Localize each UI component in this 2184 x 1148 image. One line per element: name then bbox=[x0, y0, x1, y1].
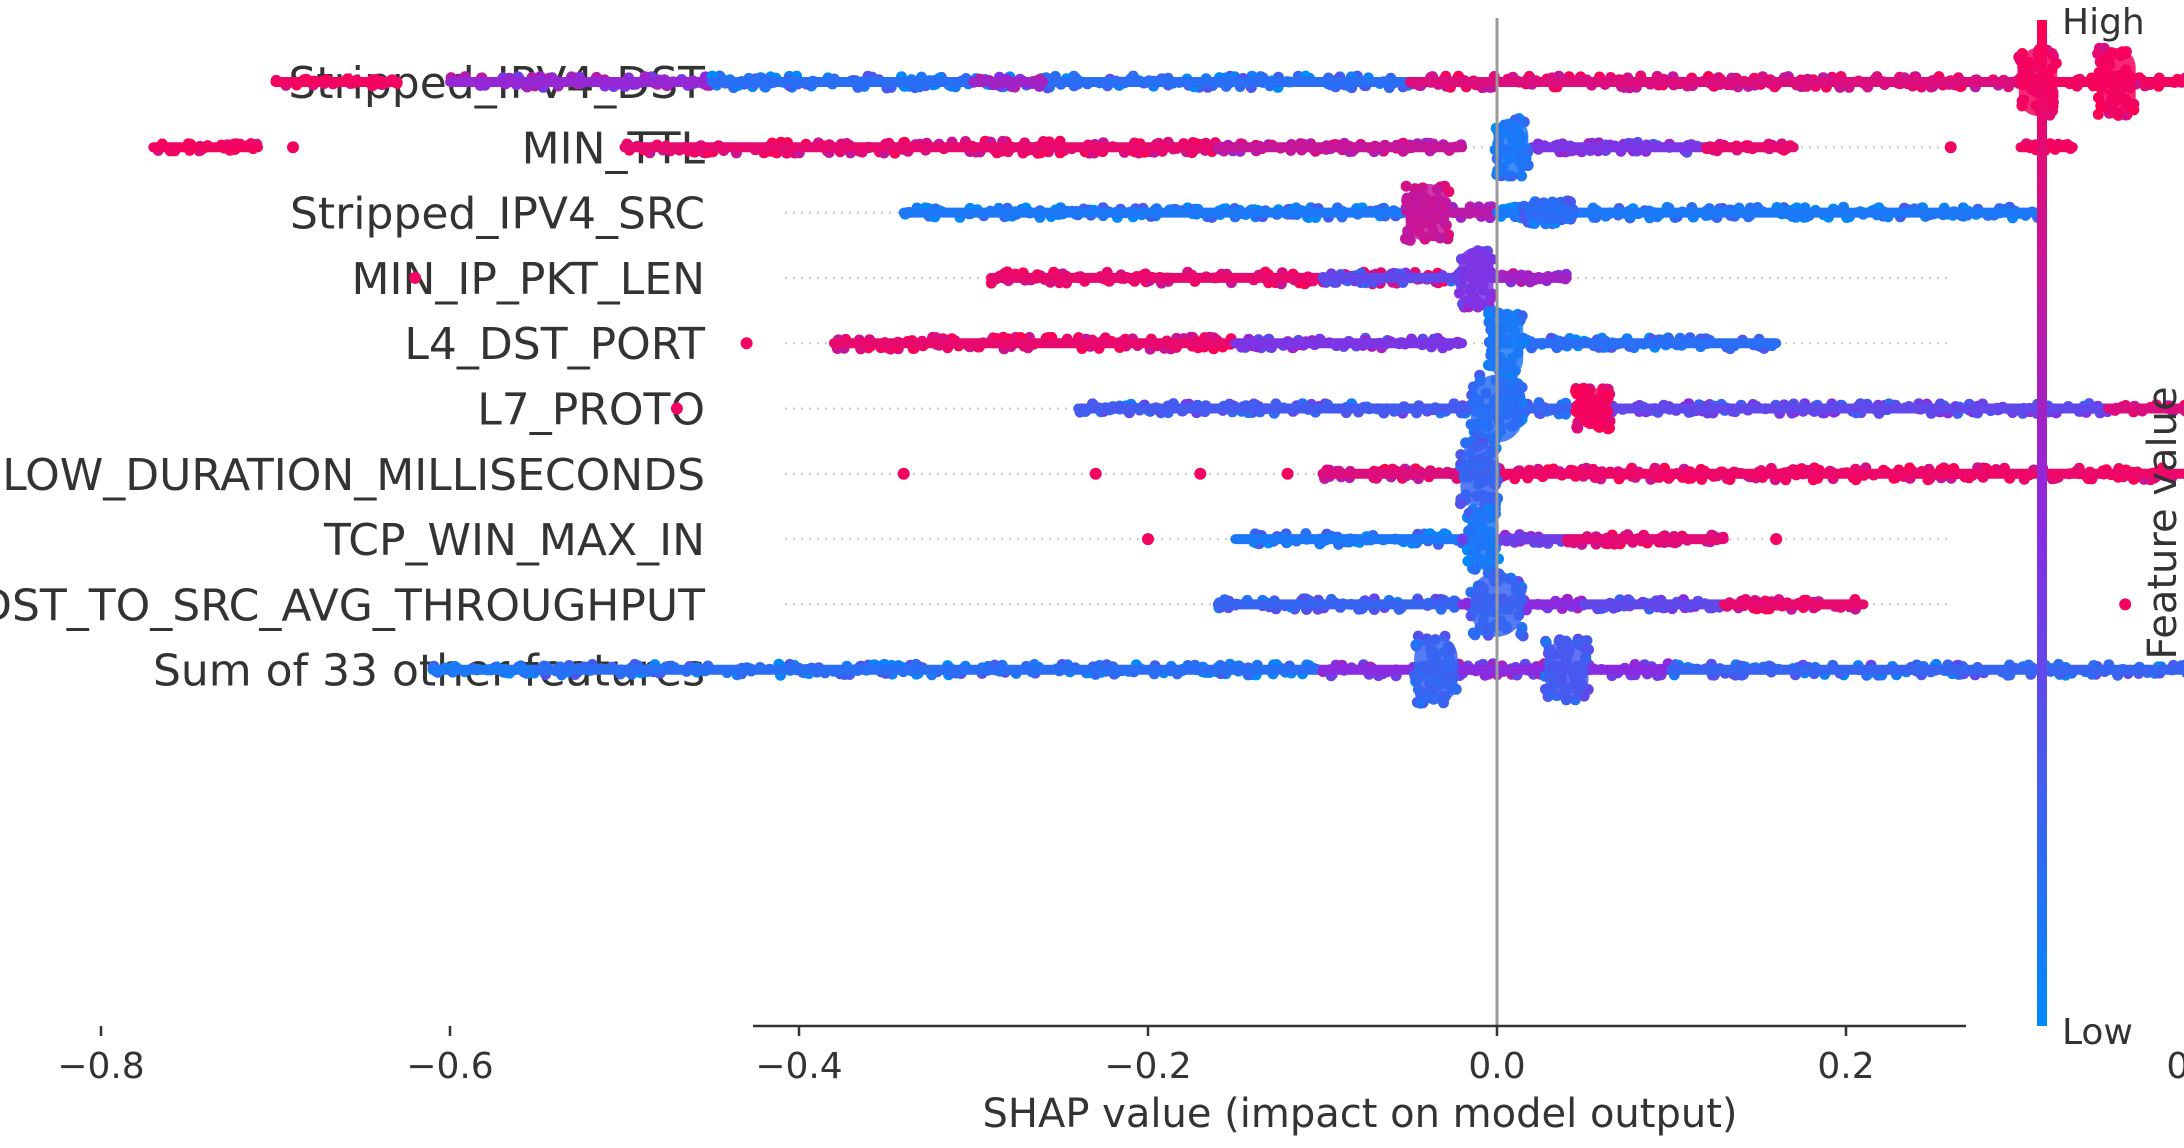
feature-label: L7_PROTO bbox=[477, 385, 705, 436]
feature-label: MIN_IP_PKT_LEN bbox=[352, 254, 705, 305]
shap-point-cluster bbox=[1467, 508, 1499, 570]
shap-point bbox=[1515, 628, 1527, 640]
shap-point-cluster bbox=[1493, 118, 1529, 177]
shap-point bbox=[1455, 498, 1466, 510]
feature-points bbox=[270, 42, 2184, 121]
x-tick-label: −0.2 bbox=[1104, 1046, 1191, 1087]
shap-point-outlier bbox=[287, 141, 299, 154]
shap-point-outlier bbox=[1944, 141, 1957, 154]
shap-point-cluster bbox=[1414, 635, 1458, 704]
feature-points bbox=[427, 630, 2184, 709]
colorbar: High Low Feature value bbox=[2037, 2, 2184, 1053]
feature-points bbox=[148, 113, 2078, 182]
shap-point bbox=[1400, 180, 1412, 192]
x-axis-title: SHAP value (impact on model output) bbox=[983, 1091, 1738, 1137]
x-tick-label: 0.4 bbox=[2166, 1046, 2184, 1087]
shap-point-cluster bbox=[1575, 388, 1611, 429]
feature-rows: Stripped_IPV4_DSTMIN_TTLStripped_IPV4_SR… bbox=[0, 58, 1950, 697]
shap-point-cluster bbox=[1488, 309, 1524, 378]
feature-points bbox=[1212, 567, 2132, 642]
shap-point-outlier bbox=[1194, 467, 1207, 480]
feature-label: Stripped_IPV4_SRC bbox=[290, 189, 705, 240]
shap-point-cluster bbox=[1545, 639, 1589, 701]
shap-point-outlier bbox=[740, 337, 753, 350]
shap-points bbox=[148, 42, 2184, 709]
x-tick-label: −0.8 bbox=[57, 1046, 144, 1087]
x-axis-ticks: −0.8 −0.6 −0.4 −0.2 0.0 0.2 0.4 bbox=[57, 1026, 2184, 1087]
shap-point-outlier bbox=[2119, 598, 2132, 611]
shap-point bbox=[1404, 234, 1416, 246]
x-tick-label: −0.4 bbox=[755, 1046, 842, 1087]
colorbar-high-label: High bbox=[2062, 2, 2145, 43]
shap-point-outlier bbox=[1089, 467, 1102, 480]
shap-point-outlier bbox=[409, 271, 422, 284]
feature-label: L4_DST_PORT bbox=[404, 319, 705, 370]
feature-points bbox=[897, 437, 2184, 511]
feature-points bbox=[409, 245, 1572, 313]
colorbar-gradient bbox=[2037, 20, 2047, 1026]
feature-points bbox=[1142, 503, 1783, 575]
shap-point-outlier bbox=[1770, 533, 1783, 546]
shap-point-cluster bbox=[1460, 441, 1499, 507]
shap-point bbox=[1443, 186, 1455, 198]
shap-point-cluster bbox=[1523, 200, 1576, 225]
shap-point-cluster bbox=[2097, 48, 2136, 116]
shap-point-cluster bbox=[1458, 247, 1494, 309]
x-tick-label: 0.2 bbox=[1817, 1046, 1874, 1087]
feature-points bbox=[740, 305, 1782, 382]
colorbar-title: Feature value bbox=[2140, 386, 2184, 659]
feature-label: DST_TO_SRC_AVG_THROUGHPUT bbox=[0, 580, 705, 631]
x-tick-label: −0.6 bbox=[406, 1046, 493, 1087]
feature-label: FLOW_DURATION_MILLISECONDS bbox=[0, 450, 705, 501]
x-tick-label: 0.0 bbox=[1468, 1046, 1525, 1087]
colorbar-low-label: Low bbox=[2062, 1012, 2133, 1053]
shap-point-cluster bbox=[1405, 183, 1449, 242]
feature-label: TCP_WIN_MAX_IN bbox=[323, 515, 705, 566]
shap-point-outlier bbox=[1281, 467, 1294, 480]
shap-point-outlier bbox=[670, 402, 683, 415]
shap-point-outlier bbox=[1142, 533, 1154, 546]
shap-point-outlier bbox=[897, 467, 910, 480]
feature-points bbox=[898, 180, 2044, 246]
